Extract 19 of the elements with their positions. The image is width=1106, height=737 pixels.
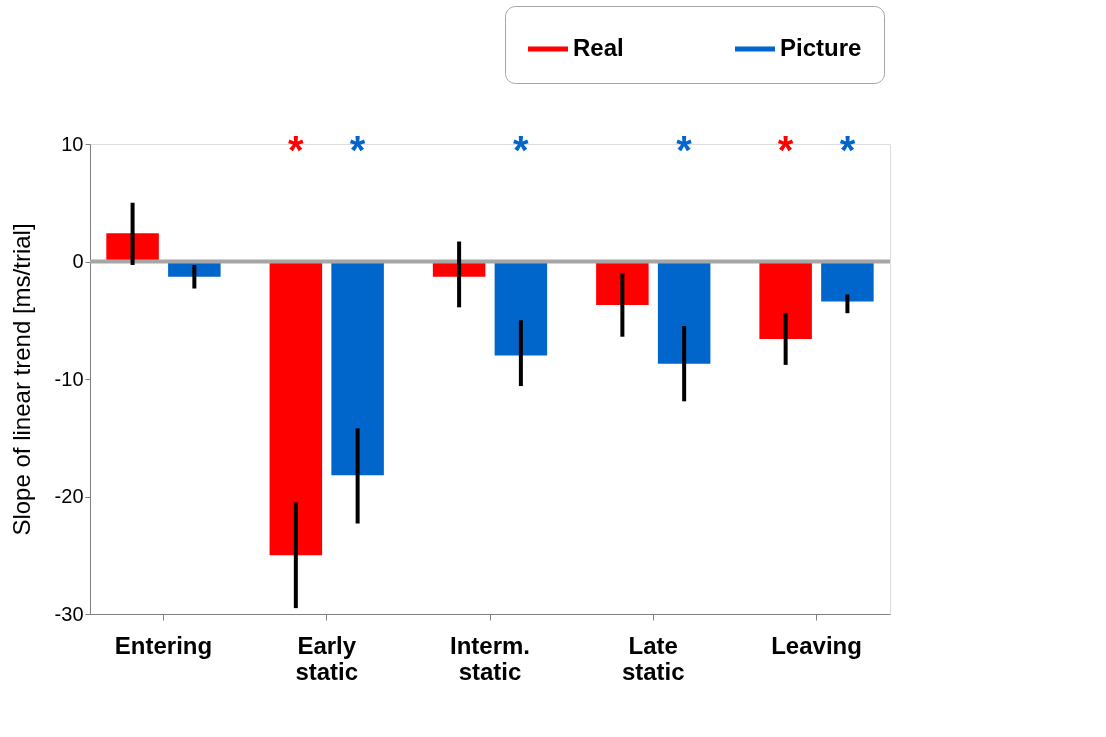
data-label: * [349, 128, 366, 172]
x-tick-label: Interm. static [449, 631, 531, 685]
data-label: * [513, 128, 530, 172]
x-tick-label: Late static [621, 631, 685, 685]
x-tick-label: Leaving [771, 631, 862, 659]
legend-label: Picture [780, 34, 862, 61]
data-label: * [288, 128, 305, 172]
x-tick-label: Early static [295, 631, 359, 685]
data-label: * [777, 128, 794, 172]
y-tick-label: 10 [61, 132, 84, 155]
legend-label: Real [573, 34, 624, 61]
y-tick-label: -30 [54, 602, 84, 625]
x-tick-label: Entering [114, 631, 213, 659]
y-tick-label: 0 [72, 250, 84, 272]
y-axis-title: Slope of linear trend [ms/trial] [7, 223, 35, 536]
y-tick-label: -20 [54, 485, 84, 507]
data-label: * [676, 128, 693, 172]
y-tick-label: -10 [54, 367, 84, 390]
data-label: * [839, 128, 856, 172]
